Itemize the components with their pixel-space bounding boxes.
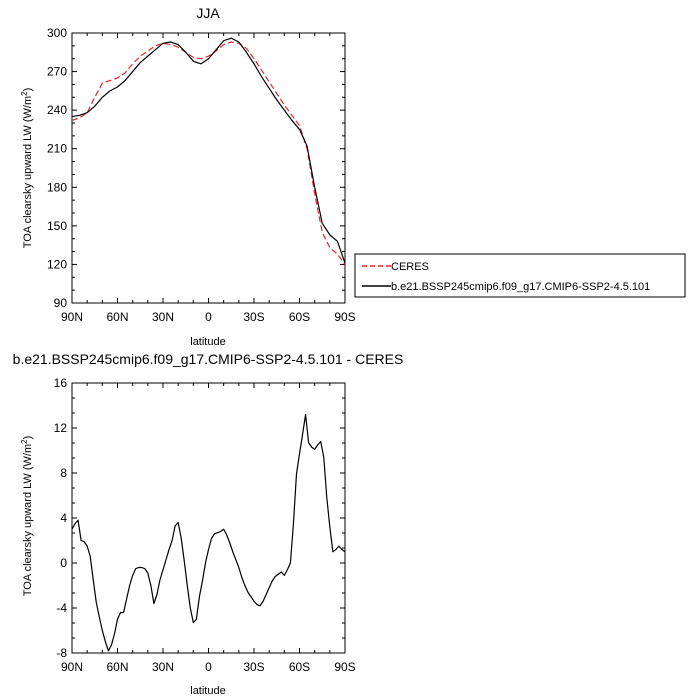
legend-label-ceres: CERES [391, 261, 429, 273]
bottom-y-tick-label: -8 [56, 646, 67, 660]
top-y-tick-label: 210 [47, 142, 67, 156]
legend-box [354, 253, 686, 298]
bottom-chart-title: b.e21.BSSP245cmip6.f09_g17.CMIP6-SSP2-4.… [13, 351, 404, 367]
top-x-tick-label: 60S [289, 310, 310, 324]
bottom-y-tick-label: 8 [60, 466, 67, 480]
top-y-tick-label: 90 [54, 296, 68, 310]
top-series-0-ceres [71, 41, 346, 265]
bottom-chart-ylabel: TOA clearsky upward LW (W/m2) [20, 436, 34, 597]
top-x-tick-label: 90S [334, 310, 355, 324]
bottom-x-tick-label: 60N [106, 660, 128, 674]
bottom-x-tick-label: 0 [205, 660, 212, 674]
bottom-series-0-difference [71, 413, 346, 652]
bottom-y-tick-label: 12 [54, 421, 68, 435]
bottom-x-tick-label: 30S [243, 660, 264, 674]
bottom-y-tick-label: 0 [60, 556, 67, 570]
top-plot-area: 90N 60N 30N 0 30S 60S 90S 90 120 150 180 210 240 270 3… [47, 26, 356, 324]
top-chart-title: JJA [196, 5, 220, 21]
top-chart-xlabel: latitude [190, 336, 225, 348]
top-x-tick-label: 60N [106, 310, 128, 324]
top-y-tick-label: 300 [47, 26, 67, 40]
bottom-y-tick-label: -4 [56, 601, 67, 615]
top-y-tick-label: 180 [47, 180, 67, 194]
top-y-tick-label: 270 [47, 65, 67, 79]
top-plot-frame [71, 32, 346, 304]
top-y-tick-label: 150 [47, 219, 67, 233]
bottom-x-tick-label: 90N [61, 660, 83, 674]
bottom-x-tick-label: 60S [289, 660, 310, 674]
top-x-tick-label: 0 [205, 310, 212, 324]
top-x-tick-label: 90N [61, 310, 83, 324]
bottom-x-tick-label: 30N [152, 660, 174, 674]
top-x-tick-label: 30S [243, 310, 264, 324]
legend: CERES b.e21.BSSP245cmip6.f09_g17.CMIP6-S… [354, 253, 686, 298]
bottom-y-tick-label: 16 [54, 376, 68, 390]
legend-label-model: b.e21.BSSP245cmip6.f09_g17.CMIP6-SSP2-4.… [391, 281, 650, 293]
top-y-tick-label: 120 [47, 257, 67, 271]
top-chart-ylabel: TOA clearsky upward LW (W/m2) [20, 88, 34, 249]
bottom-y-tick-label: 4 [60, 511, 67, 525]
bottom-chart-xlabel: latitude [190, 685, 225, 697]
top-x-tick-label: 30N [152, 310, 174, 324]
top-y-tick-label: 240 [47, 103, 67, 117]
bottom-x-tick-label: 90S [334, 660, 355, 674]
bottom-plot-area: 90N 60N 30N 0 30S 60S 90S -8 -4 0 4 8 12 16 [54, 376, 356, 674]
top-series-1-b-e21-bssp245cmip6-f09-g [71, 37, 346, 264]
